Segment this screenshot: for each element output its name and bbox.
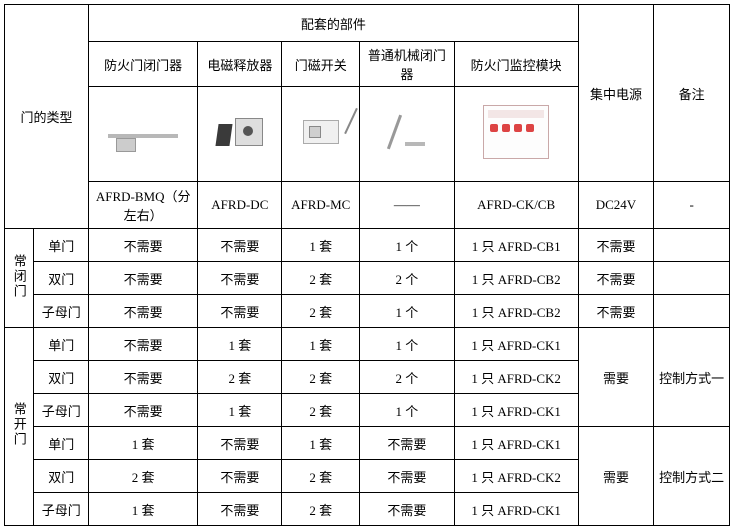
group-no-label: 常开门: [10, 402, 29, 447]
closer-icon: [108, 134, 178, 138]
col-power-header: 集中电源: [578, 5, 654, 182]
release-box-icon: [235, 118, 263, 146]
nc-sub-remark: [654, 295, 730, 328]
group-no: 常开门: [5, 328, 34, 526]
nc-single-power: 不需要: [578, 229, 654, 262]
no1-double-module: 1 只 AFRD-CK2: [454, 361, 578, 394]
nc-sub-module: 1 只 AFRD-CB2: [454, 295, 578, 328]
nc-double-power: 不需要: [578, 262, 654, 295]
no1-single-label: 单门: [34, 328, 89, 361]
model-release: AFRD-DC: [198, 182, 282, 229]
nc-sub-switch: 2 套: [282, 295, 360, 328]
col-release-header: 电磁释放器: [198, 42, 282, 87]
nc-single-module: 1 只 AFRD-CB1: [454, 229, 578, 262]
col-module-header: 防火门监控模块: [454, 42, 578, 87]
no2-double-release: 不需要: [198, 460, 282, 493]
col-mech-header: 普通机械闭门器: [360, 42, 455, 87]
no2-single-mech: 不需要: [360, 427, 455, 460]
nc-sub-mech: 1 个: [360, 295, 455, 328]
no1-double-label: 双门: [34, 361, 89, 394]
no2-double-closer: 2 套: [89, 460, 198, 493]
components-title: 配套的部件: [89, 5, 579, 42]
no2-double-module: 1 只 AFRD-CK2: [454, 460, 578, 493]
img-switch: [282, 87, 360, 182]
img-module: [454, 87, 578, 182]
no1-double-release: 2 套: [198, 361, 282, 394]
no2-sub-release: 不需要: [198, 493, 282, 526]
nc-single-label: 单门: [34, 229, 89, 262]
model-closer: AFRD-BMQ（分左右）: [89, 182, 198, 229]
img-release: [198, 87, 282, 182]
no1-sub-label: 子母门: [34, 394, 89, 427]
group-nc: 常闭门: [5, 229, 34, 328]
nc-single-remark: [654, 229, 730, 262]
nc-double-module: 1 只 AFRD-CB2: [454, 262, 578, 295]
no1-sub-module: 1 只 AFRD-CK1: [454, 394, 578, 427]
nc-double-release: 不需要: [198, 262, 282, 295]
no1-double-switch: 2 套: [282, 361, 360, 394]
no2-double-label: 双门: [34, 460, 89, 493]
door-type-label: 门的类型: [21, 110, 73, 125]
model-switch: AFRD-MC: [282, 182, 360, 229]
no1-power: 需要: [578, 328, 654, 427]
no2-sub-switch: 2 套: [282, 493, 360, 526]
nc-double-switch: 2 套: [282, 262, 360, 295]
no1-single-switch: 1 套: [282, 328, 360, 361]
no2-sub-module: 1 只 AFRD-CK1: [454, 493, 578, 526]
model-mech: ——: [360, 182, 455, 229]
nc-double-closer: 不需要: [89, 262, 198, 295]
no2-single-module: 1 只 AFRD-CK1: [454, 427, 578, 460]
no1-sub-switch: 2 套: [282, 394, 360, 427]
no2-remark: 控制方式二: [654, 427, 730, 526]
nc-sub-power: 不需要: [578, 295, 654, 328]
no2-sub-label: 子母门: [34, 493, 89, 526]
col-closer-header: 防火门闭门器: [89, 42, 198, 87]
no2-single-label: 单门: [34, 427, 89, 460]
model-module: AFRD-CK/CB: [454, 182, 578, 229]
col-remark-header: 备注: [654, 5, 730, 182]
no2-sub-mech: 不需要: [360, 493, 455, 526]
no2-sub-closer: 1 套: [89, 493, 198, 526]
model-remark: -: [654, 182, 730, 229]
nc-single-closer: 不需要: [89, 229, 198, 262]
model-power: DC24V: [578, 182, 654, 229]
no1-single-module: 1 只 AFRD-CK1: [454, 328, 578, 361]
no2-double-mech: 不需要: [360, 460, 455, 493]
mech-icon: [387, 112, 427, 152]
module-icon: [483, 105, 549, 159]
no1-double-mech: 2 个: [360, 361, 455, 394]
no1-double-closer: 不需要: [89, 361, 198, 394]
no1-sub-mech: 1 个: [360, 394, 455, 427]
nc-single-mech: 1 个: [360, 229, 455, 262]
no1-sub-closer: 不需要: [89, 394, 198, 427]
release-side-icon: [215, 124, 232, 146]
no2-single-closer: 1 套: [89, 427, 198, 460]
nc-double-label: 双门: [34, 262, 89, 295]
img-mech: [360, 87, 455, 182]
nc-single-release: 不需要: [198, 229, 282, 262]
switch-icon: [303, 120, 339, 144]
door-type-header: 门的类型: [5, 5, 89, 229]
no2-power: 需要: [578, 427, 654, 526]
config-table: 门的类型 配套的部件 集中电源 备注 防火门闭门器 电磁释放器 门磁开关 普通机…: [4, 4, 730, 526]
nc-double-remark: [654, 262, 730, 295]
no2-single-release: 不需要: [198, 427, 282, 460]
nc-sub-release: 不需要: [198, 295, 282, 328]
no2-double-switch: 2 套: [282, 460, 360, 493]
no1-sub-release: 1 套: [198, 394, 282, 427]
no1-single-release: 1 套: [198, 328, 282, 361]
no2-single-switch: 1 套: [282, 427, 360, 460]
img-closer: [89, 87, 198, 182]
col-switch-header: 门磁开关: [282, 42, 360, 87]
no1-remark: 控制方式一: [654, 328, 730, 427]
no1-single-mech: 1 个: [360, 328, 455, 361]
nc-single-switch: 1 套: [282, 229, 360, 262]
nc-sub-label: 子母门: [34, 295, 89, 328]
no1-single-closer: 不需要: [89, 328, 198, 361]
group-nc-label: 常闭门: [10, 254, 29, 299]
nc-double-mech: 2 个: [360, 262, 455, 295]
nc-sub-closer: 不需要: [89, 295, 198, 328]
